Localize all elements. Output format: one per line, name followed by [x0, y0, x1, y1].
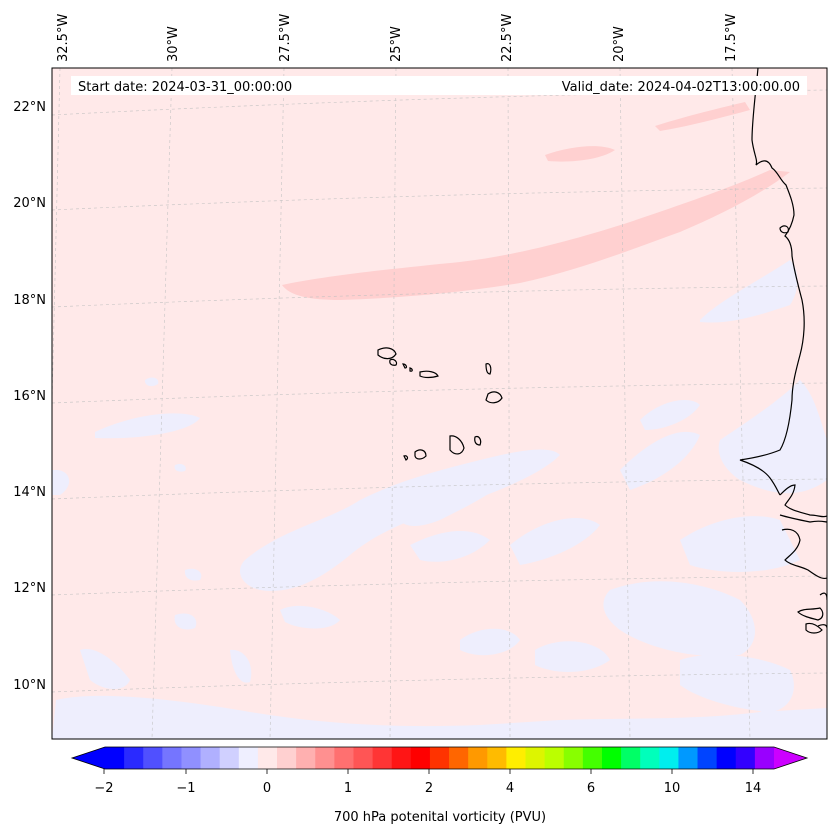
- colorbar-tick-label: 4: [506, 781, 514, 796]
- lat-label: 18°N: [13, 293, 46, 308]
- colorbar-segment: [468, 747, 488, 769]
- colorbar-segment: [219, 747, 240, 769]
- colorbar-segment: [563, 747, 584, 769]
- colorbar-tick-label: 0: [263, 781, 271, 796]
- colorbar-segment: [277, 747, 297, 769]
- colorbar-segment: [238, 747, 259, 769]
- lon-label: 17.5°W: [724, 14, 739, 62]
- lon-label: 27.5°W: [278, 14, 293, 62]
- colorbar-segment: [162, 747, 183, 769]
- colorbar-segment: [410, 747, 431, 769]
- map-frame: [51, 67, 828, 740]
- colorbar-segment: [506, 747, 527, 769]
- start-date-label: Start date: 2024-03-31_00:00:00: [78, 80, 292, 95]
- colorbar-segment: [735, 747, 756, 769]
- colorbar-segment: [181, 747, 202, 769]
- lat-label: 12°N: [13, 581, 46, 596]
- colorbar-tick-label: 2: [425, 781, 433, 796]
- colorbar-segment: [697, 747, 718, 769]
- colorbar-ticks: [103, 769, 754, 774]
- colorbar-tick-label: 10: [664, 781, 681, 796]
- colorbar-segment: [621, 747, 641, 769]
- colorbar-outline: [70, 746, 809, 770]
- valid-date-label: Valid_date: 2024-04-02T13:00:00.00: [562, 80, 800, 95]
- date-label-box: [71, 76, 807, 95]
- lon-label: 22.5°W: [500, 14, 515, 62]
- lat-label: 22°N: [13, 100, 46, 115]
- colorbar-segment: [143, 747, 163, 769]
- latitude-labels: 22°N 20°N 18°N 16°N 14°N 12°N 10°N: [13, 100, 46, 693]
- lat-label: 10°N: [13, 678, 46, 693]
- colorbar-tick-label: 6: [587, 781, 595, 796]
- colorbar-tick-label: 1: [344, 781, 352, 796]
- colorbar-segment: [525, 747, 546, 769]
- lat-label: 14°N: [13, 485, 46, 500]
- colorbar-tick-labels: −2 −1 0 1 2 4 6 10 14: [94, 781, 761, 796]
- colorbar-segment: [487, 747, 507, 769]
- colorbar-segment: [582, 747, 603, 769]
- lat-label: 20°N: [13, 196, 46, 211]
- colorbar-segment: [315, 747, 335, 769]
- colorbar-segment: [105, 747, 125, 769]
- colorbar-segment: [716, 747, 737, 769]
- colorbar-segment: [754, 747, 775, 769]
- colorbar-segment: [372, 747, 393, 769]
- colorbar-segment: [659, 747, 680, 769]
- colorbar-segment: [200, 747, 221, 769]
- colorbar-segment: [391, 747, 412, 769]
- colorbar-segment: [334, 747, 355, 769]
- lon-label: 20°W: [612, 26, 627, 62]
- colorbar-segment: [601, 747, 622, 769]
- colorbar-segments: [105, 747, 775, 769]
- colorbar-segment: [353, 747, 374, 769]
- colorbar-tick-label: −2: [94, 781, 113, 796]
- coastlines: [377, 68, 827, 634]
- lon-label: 25°W: [389, 26, 404, 62]
- colorbar-title: 700 hPa potenital vorticity (PVU): [334, 810, 546, 825]
- colorbar-extend-low: [72, 747, 105, 769]
- gridlines: [52, 68, 827, 739]
- colorbar-segment: [257, 747, 278, 769]
- colorbar-tick-label: 14: [745, 781, 762, 796]
- lat-label: 16°N: [13, 389, 46, 404]
- lon-label: 30°W: [166, 26, 181, 62]
- positive-pv-band: [282, 102, 790, 300]
- colorbar-segment: [640, 747, 660, 769]
- map-panel: [52, 68, 827, 739]
- colorbar-extend-high: [774, 747, 807, 769]
- colorbar-tick-label: −1: [176, 781, 195, 796]
- longitude-labels: 32.5°W 30°W 27.5°W 25°W 22.5°W 20°W 17.5…: [56, 14, 739, 62]
- colorbar-segment: [678, 747, 699, 769]
- lon-label: 32.5°W: [56, 14, 71, 62]
- colorbar: −2 −1 0 1 2 4 6 10 14 700 hPa potenital …: [70, 746, 809, 825]
- colorbar-segment: [429, 747, 450, 769]
- colorbar-segment: [449, 747, 469, 769]
- colorbar-segment: [544, 747, 565, 769]
- colorbar-segment: [124, 747, 144, 769]
- colorbar-segment: [296, 747, 316, 769]
